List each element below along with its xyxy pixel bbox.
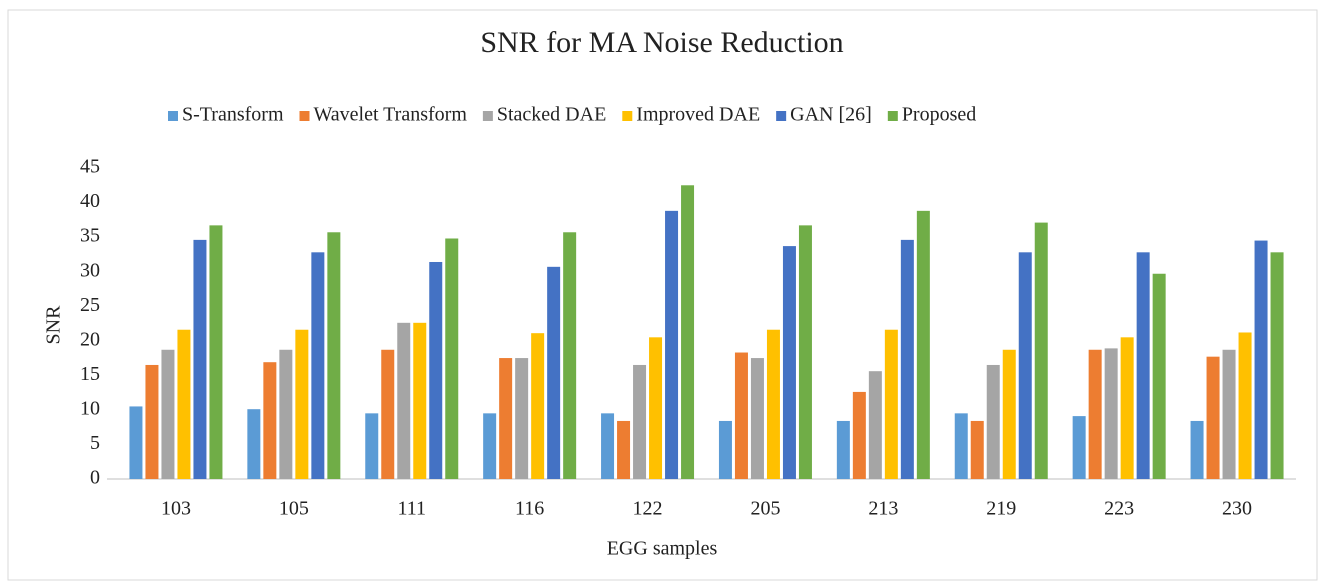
x-tick-label: 219 [986,498,1016,520]
bar [263,362,277,479]
bar [617,420,631,479]
bar [782,246,796,479]
bar [129,406,143,479]
bar [766,329,780,479]
legend-swatch [776,111,787,121]
bar [247,409,261,479]
x-tick-label: 213 [868,498,898,520]
bar [1120,337,1134,479]
bar [365,413,379,479]
bar [563,232,577,479]
bar [1254,240,1268,479]
bar [986,364,1000,479]
bar [954,413,968,479]
bar [970,420,984,479]
y-tick-label: 40 [80,190,100,212]
bar [1104,348,1118,479]
bar [750,358,764,479]
bar [1136,252,1150,479]
bar [798,225,812,479]
bar [900,239,914,479]
bar [718,420,732,479]
legend-label: Wavelet Transform [314,104,468,126]
legend-swatch [299,111,310,121]
bar [177,329,191,479]
bar [1190,420,1204,479]
legend-label: GAN [26] [790,104,872,126]
y-tick-label: 30 [80,259,100,281]
bar [429,261,443,479]
y-tick-label: 45 [80,156,100,178]
y-tick-label: 10 [80,397,100,419]
legend-swatch [168,111,178,121]
x-tick-label: 116 [515,498,544,520]
y-tick-label: 0 [90,467,100,489]
bar [547,266,561,479]
x-tick-label: 111 [397,498,426,520]
bar [515,358,529,479]
bar [868,371,882,479]
bar [397,322,411,479]
x-tick-label: 122 [633,498,663,520]
bar [161,349,175,479]
bar [445,238,459,479]
bar [681,185,695,479]
legend-label: Stacked DAE [497,104,606,126]
x-axis-label: EGG samples [607,538,718,560]
bar [145,364,159,479]
bar [483,413,497,479]
bar [1206,356,1220,479]
bar [311,252,325,479]
bar [1072,416,1086,479]
bar [734,352,748,479]
bar [1152,273,1166,479]
y-tick-label: 15 [80,363,100,385]
bar [531,333,545,479]
bar [1088,349,1102,479]
bar [836,420,850,479]
bar [413,322,427,479]
x-tick-label: 205 [750,498,780,520]
y-tick-label: 25 [80,294,100,316]
bar [1222,349,1236,479]
bar [852,391,866,479]
bar [884,329,898,479]
bar [327,232,341,479]
x-tick-label: 103 [161,498,191,520]
y-tick-label: 20 [80,328,100,350]
bar [499,358,513,479]
legend-swatch [887,111,898,121]
bar [209,225,223,479]
y-tick-label: 5 [90,432,100,454]
legend-label: Improved DAE [636,104,760,126]
legend-label: Proposed [902,104,976,126]
y-axis-label: SNR [43,305,65,345]
bar [1002,349,1016,479]
x-tick-label: 230 [1222,498,1252,520]
legend-label: S-Transform [182,104,284,126]
bar [193,239,207,479]
chart-border [7,9,1318,581]
bar [279,349,293,479]
bar [665,210,679,480]
x-tick-label: 223 [1104,498,1134,520]
y-tick-label: 35 [80,225,100,247]
bar [1018,252,1032,479]
bar [601,413,615,479]
bar [1270,252,1284,479]
bar [649,337,663,479]
bar [295,329,309,479]
bar [916,210,930,480]
bar [633,364,647,479]
chart-title: SNR for MA Noise Reduction [480,26,843,59]
legend-swatch [482,111,493,121]
legend-swatch [622,111,633,121]
x-tick-label: 105 [279,498,309,520]
bar [1034,222,1048,479]
bar [381,349,395,479]
bar [1238,332,1252,479]
